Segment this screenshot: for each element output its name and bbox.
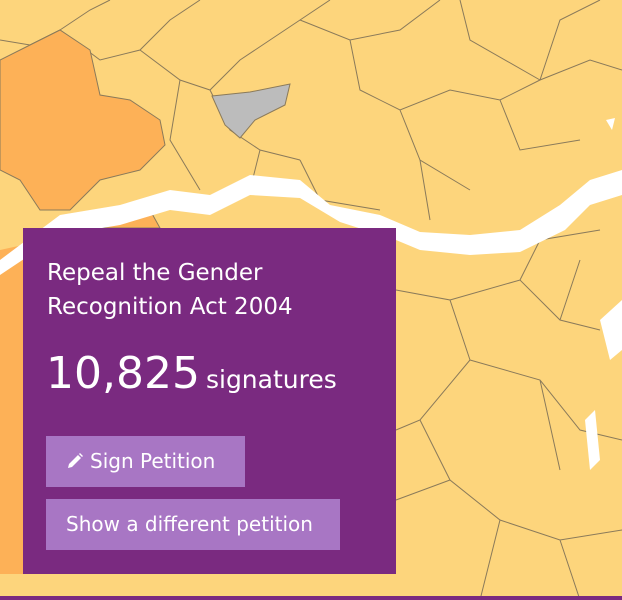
other-label: Show a different petition [66, 512, 313, 536]
petition-title: Repeal the Gender Recognition Act 2004 [47, 260, 293, 320]
count-number: 10,825 [46, 348, 200, 399]
other-petition-button[interactable]: Show a different petition [46, 499, 340, 550]
petition-panel: Repeal the Gender Recognition Act 2004 1… [23, 228, 396, 574]
sign-label: Sign Petition [90, 449, 216, 473]
count-unit: signatures [205, 365, 337, 394]
pencil-icon [68, 453, 83, 468]
signature-count: 10,825 signatures [46, 348, 337, 399]
sign-button[interactable]: Sign Petition [46, 436, 245, 487]
bottom-bar [0, 596, 622, 600]
